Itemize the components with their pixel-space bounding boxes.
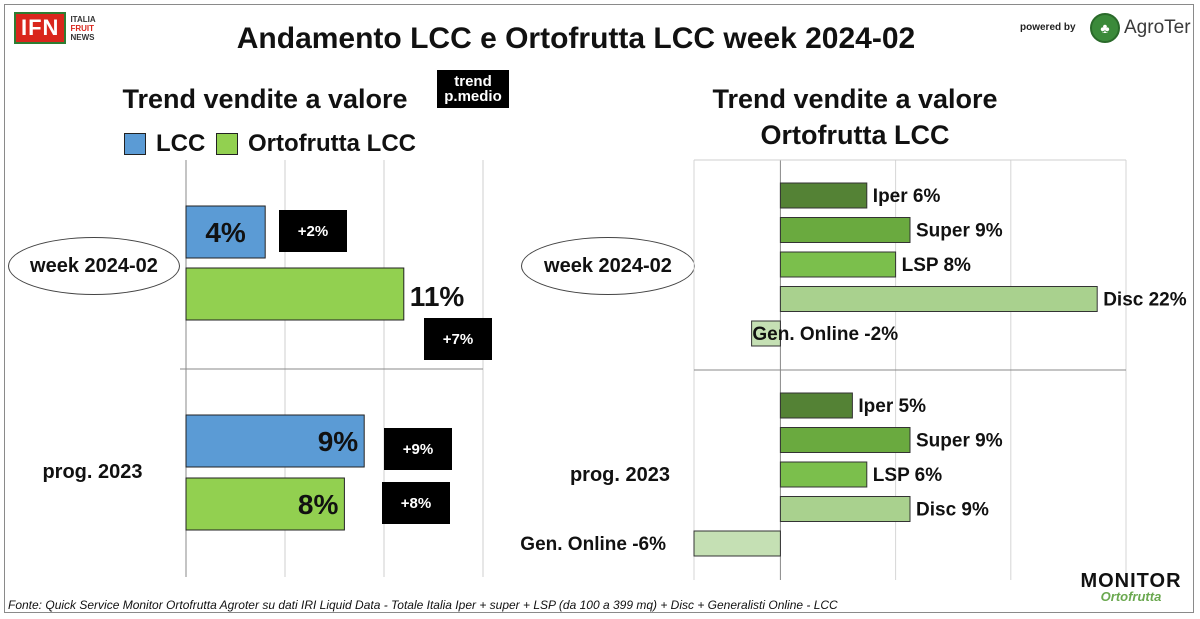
legend-item-ortofrutta: Ortofrutta LCC	[216, 130, 416, 157]
monitor-ortofrutta-logo: MONITOR Ortofrutta	[1068, 570, 1194, 604]
bar-lcc-1	[185, 414, 365, 468]
legend-item-lcc: LCC	[124, 130, 206, 157]
legend-swatch-ortofrutta	[216, 133, 238, 155]
data-label: 4%	[205, 217, 246, 248]
slide-frame	[4, 4, 1194, 613]
data-label: 8%	[298, 489, 339, 520]
page-title: Andamento LCC e Ortofrutta LCC week 2024…	[236, 22, 916, 55]
data-label: 11%	[410, 281, 465, 312]
bar-lcc-0	[185, 205, 266, 259]
category-pill-week-right: week 2024-02	[521, 237, 695, 295]
agroter-logo: ♣ AgroTer	[1090, 13, 1191, 43]
trend-badge: +8%	[382, 482, 450, 524]
right-subtitle-line2: Ortofrutta LCC	[760, 120, 950, 150]
tree-icon: ♣	[1090, 13, 1120, 43]
left-subtitle: Trend vendite a valore	[122, 84, 408, 114]
powered-by-label: powered by	[1020, 22, 1076, 33]
agroter-logo-text: AgroTer	[1124, 17, 1191, 38]
trend-badge: +7%	[424, 318, 492, 360]
bar-ortofrutta-0	[185, 267, 405, 321]
monitor-logo-top: MONITOR	[1080, 570, 1182, 592]
legend-swatch-lcc	[124, 133, 146, 155]
trend-badge: +9%	[384, 428, 452, 470]
category-label-prog-right: prog. 2023	[569, 464, 671, 486]
ifn-logo: IFN ITALIA FRUIT NEWS	[14, 12, 96, 44]
legend-label-ortofrutta: Ortofrutta LCC	[248, 130, 416, 157]
source-footnote: Fonte: Quick Service Monitor Ortofrutta …	[8, 598, 838, 612]
legend-label-lcc: LCC	[156, 130, 206, 157]
data-label: 9%	[318, 426, 359, 457]
bar-ortofrutta-1	[185, 477, 345, 531]
category-label-prog-left: prog. 2023	[42, 461, 143, 483]
trend-badge: +2%	[279, 210, 347, 252]
monitor-logo-bottom: Ortofrutta	[1100, 589, 1162, 604]
trend-p-medio-header: trend p.medio	[437, 70, 509, 108]
right-subtitle-line1: Trend vendite a valore	[712, 84, 998, 114]
ifn-logo-words: ITALIA FRUIT NEWS	[70, 14, 96, 42]
category-pill-week-left: week 2024-02	[8, 237, 180, 295]
ifn-logo-mark: IFN	[14, 12, 67, 44]
